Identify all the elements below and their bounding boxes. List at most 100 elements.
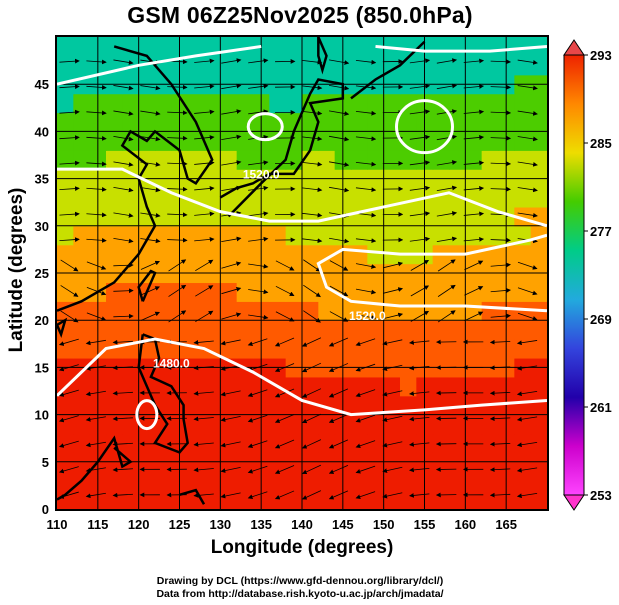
field-cell	[400, 112, 417, 132]
wind-arrow	[490, 262, 512, 268]
wind-arrow	[194, 186, 215, 191]
field-cell	[204, 93, 221, 114]
field-cell	[367, 490, 385, 509]
field-cell	[514, 471, 532, 491]
field-cell	[187, 131, 205, 151]
field-cell	[187, 244, 205, 265]
field-cell	[449, 376, 466, 397]
field-cell	[285, 414, 303, 435]
y-tick-label: 30	[35, 219, 49, 234]
field-cell	[285, 376, 303, 397]
field-cell	[220, 188, 238, 208]
wind-arrow	[409, 58, 431, 64]
y-tick-label: 45	[35, 77, 49, 92]
wind-arrow	[302, 110, 323, 116]
wind-arrow	[302, 161, 323, 167]
field-cell	[106, 244, 123, 265]
wind-arrow	[59, 211, 80, 217]
wind-arrow	[140, 136, 161, 142]
wind-arrow	[112, 416, 133, 422]
field-cell	[432, 282, 450, 302]
field-cell	[383, 55, 401, 76]
field-cell	[530, 282, 547, 302]
x-tick-label: 160	[454, 517, 476, 532]
wind-arrow	[302, 238, 323, 244]
field-cell	[302, 282, 319, 302]
wind-arrow	[112, 492, 133, 498]
wind-arrow	[490, 59, 512, 65]
field-cell	[530, 414, 547, 435]
field-cell	[481, 471, 499, 491]
field-cell	[530, 471, 547, 491]
colorbar-label: 285	[590, 136, 612, 151]
field-cell	[530, 395, 547, 416]
x-axis-title: Longitude (degrees)	[210, 537, 394, 558]
colorbar-labels: 293 285 277 269 261 253	[584, 48, 612, 503]
field-cell	[187, 225, 205, 246]
field-cell	[514, 37, 532, 57]
field-cell	[383, 320, 401, 340]
wind-arrow	[355, 314, 377, 320]
wind-arrow	[248, 314, 269, 320]
field-cell	[481, 37, 499, 57]
wind-arrow	[489, 467, 511, 473]
field-cell	[285, 112, 303, 132]
wind-arrow	[328, 490, 349, 500]
field-cell	[285, 37, 303, 57]
field-cell	[318, 339, 336, 359]
wind-arrow	[274, 414, 295, 423]
wind-arrow	[86, 59, 107, 65]
wind-arrow	[274, 465, 295, 474]
wind-arrow	[194, 211, 215, 217]
field-cell	[514, 433, 532, 453]
field-cell	[236, 414, 254, 435]
field-cell	[204, 55, 221, 76]
field-cell	[302, 414, 319, 435]
field-cell	[367, 320, 385, 340]
wind-arrow	[167, 135, 188, 141]
field-cell	[514, 490, 532, 509]
field-cell	[155, 131, 172, 151]
field-cell	[187, 55, 205, 76]
field-cell	[187, 206, 205, 227]
wind-arrow	[275, 260, 295, 271]
wind-arrow	[355, 389, 376, 398]
wind-arrow	[329, 285, 349, 297]
field-cell	[269, 301, 287, 321]
map-plot-area[interactable]: 1520.0 1520.0 1480.0	[55, 35, 549, 511]
wind-arrow	[328, 186, 350, 193]
x-tick-label: 110	[47, 517, 68, 532]
wind-arrow	[220, 415, 241, 422]
field-cell	[187, 282, 205, 302]
field-cell	[122, 112, 140, 132]
wind-arrow	[410, 310, 430, 322]
wind-arrow	[355, 440, 376, 449]
field-cell	[449, 301, 466, 321]
field-cell	[367, 150, 385, 170]
field-cell	[318, 37, 336, 57]
field-cell	[465, 93, 483, 114]
wind-arrow	[86, 287, 107, 296]
wind-arrow	[328, 59, 350, 65]
field-cell	[285, 244, 303, 265]
wind-arrow	[517, 287, 538, 296]
field-cell	[285, 188, 303, 208]
field-cell	[285, 395, 303, 416]
wind-arrow	[517, 161, 538, 167]
wind-arrow	[86, 110, 107, 116]
wind-arrow	[113, 212, 134, 218]
wind-arrow	[516, 492, 538, 499]
wind-arrow	[328, 337, 349, 347]
field-cell	[383, 471, 401, 491]
wind-arrow	[517, 212, 538, 218]
wind-arrow	[220, 390, 241, 397]
wind-arrow	[436, 58, 458, 64]
colorbar-bottom-triangle	[563, 494, 585, 511]
field-cell	[449, 414, 466, 435]
field-cell	[400, 490, 417, 509]
wind-arrow	[168, 259, 187, 272]
field-cell	[122, 395, 140, 416]
field-cell	[514, 414, 532, 435]
field-cell	[57, 188, 74, 208]
field-cell	[302, 471, 319, 491]
